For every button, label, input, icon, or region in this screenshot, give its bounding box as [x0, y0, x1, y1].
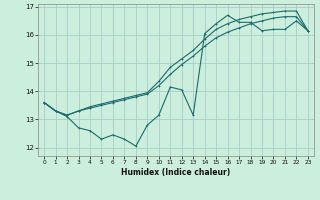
X-axis label: Humidex (Indice chaleur): Humidex (Indice chaleur): [121, 168, 231, 177]
